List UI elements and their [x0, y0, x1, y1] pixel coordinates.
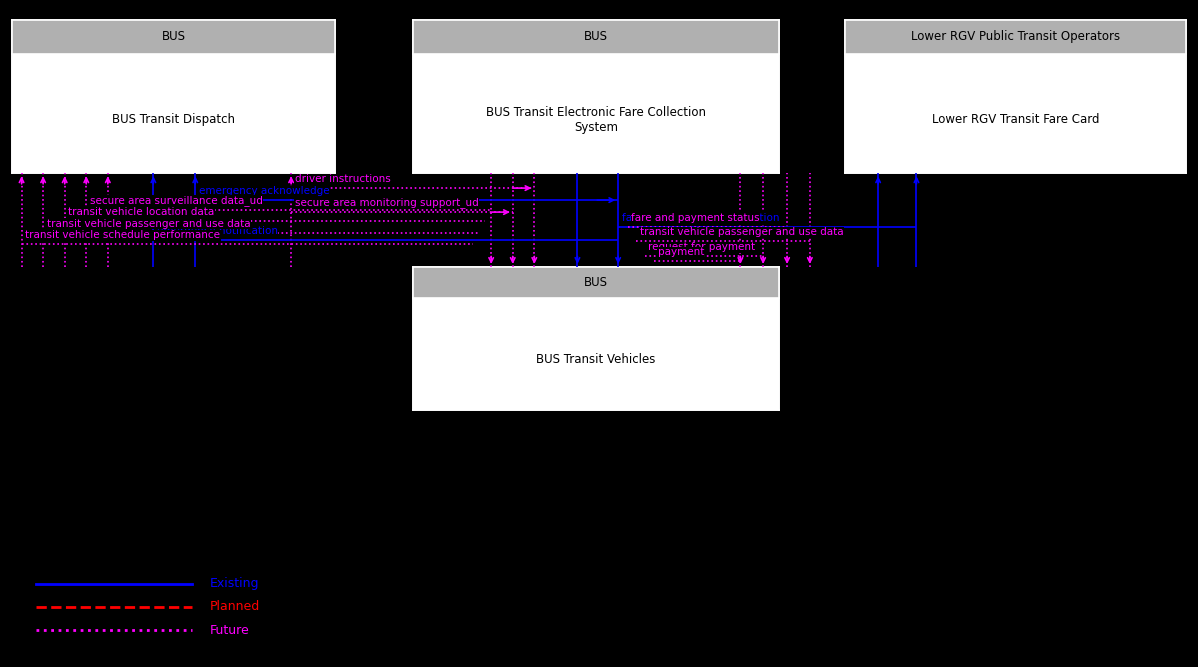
Bar	[12, 20, 335, 173]
Text: secure area surveillance data_ud: secure area surveillance data_ud	[90, 195, 262, 206]
Text: Planned: Planned	[210, 600, 260, 614]
Text: BUS Transit Dispatch: BUS Transit Dispatch	[113, 113, 235, 126]
Text: transit vehicle passenger and use data: transit vehicle passenger and use data	[640, 227, 843, 237]
Bar	[413, 267, 779, 298]
Bar	[413, 20, 779, 173]
Text: payment: payment	[658, 247, 704, 257]
Text: emergency notification: emergency notification	[157, 226, 278, 236]
Text: emergency acknowledge: emergency acknowledge	[199, 186, 329, 196]
Text: fare management information: fare management information	[622, 213, 779, 223]
Text: transit vehicle passenger and use data: transit vehicle passenger and use data	[47, 219, 250, 229]
Text: driver instructions: driver instructions	[295, 174, 391, 184]
Text: BUS Transit Electronic Fare Collection
System: BUS Transit Electronic Fare Collection S…	[486, 105, 706, 133]
Text: Lower RGV Public Transit Operators: Lower RGV Public Transit Operators	[910, 31, 1120, 43]
Bar	[413, 267, 779, 410]
Bar	[845, 20, 1186, 173]
Text: BUS Transit Vehicles: BUS Transit Vehicles	[537, 354, 655, 366]
Text: secure area monitoring support_ud: secure area monitoring support_ud	[295, 197, 478, 208]
Text: Lower RGV Transit Fare Card: Lower RGV Transit Fare Card	[932, 113, 1099, 126]
Text: request for payment: request for payment	[648, 242, 755, 252]
Text: Existing: Existing	[210, 577, 259, 590]
Text: BUS: BUS	[583, 31, 609, 43]
Bar	[413, 20, 779, 54]
Text: Future: Future	[210, 624, 249, 637]
Bar	[12, 20, 335, 54]
Text: transit vehicle location data: transit vehicle location data	[68, 207, 214, 217]
Text: BUS: BUS	[162, 31, 186, 43]
Text: BUS: BUS	[583, 276, 609, 289]
Text: fare and payment status: fare and payment status	[631, 213, 760, 223]
Text: transit vehicle schedule performance: transit vehicle schedule performance	[25, 230, 220, 240]
Bar	[845, 20, 1186, 54]
